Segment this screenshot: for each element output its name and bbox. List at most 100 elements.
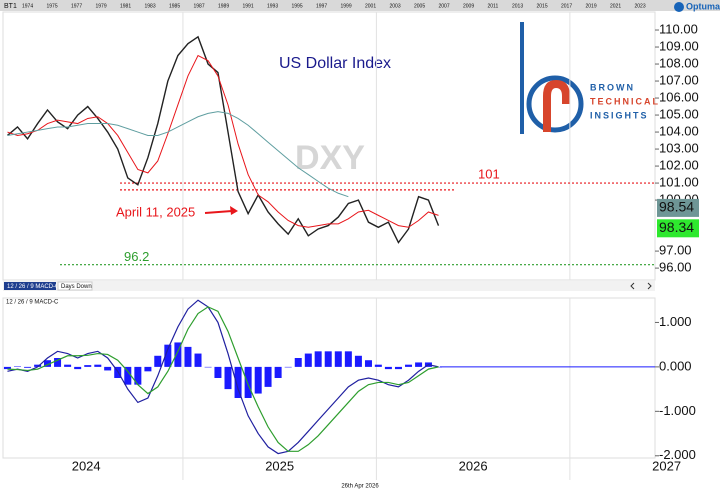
- tab-label[interactable]: Days Down: [61, 284, 92, 290]
- logo-text: TECHNICAL: [590, 96, 660, 106]
- overview-year: 2021: [610, 3, 621, 9]
- overview-year: 2017: [561, 3, 572, 9]
- macd-panel: [2, 297, 656, 459]
- histogram-bar: [264, 366, 272, 387]
- watermark: DXY: [295, 139, 365, 177]
- overview-year: 1974: [22, 3, 33, 9]
- overview-year: 2007: [439, 3, 450, 9]
- chart-title: US Dollar Index: [279, 55, 391, 72]
- overview-year: 2005: [414, 3, 425, 9]
- series-line: [7, 299, 439, 455]
- overview-year: 1977: [71, 3, 82, 9]
- overview-year: 2001: [365, 3, 376, 9]
- y-tick-label: 96.00: [659, 260, 692, 275]
- logo-mark: [543, 80, 570, 132]
- histogram-bar: [84, 365, 92, 367]
- y-tick-label: 108.00: [659, 55, 699, 70]
- histogram-bar: [324, 351, 332, 367]
- series-line: [6, 35, 440, 244]
- histogram-bar: [344, 351, 352, 367]
- y-tick-label: 104.00: [659, 123, 699, 138]
- y-tick-label: 106.00: [659, 89, 699, 104]
- price-panel: [2, 11, 656, 281]
- logo-ring: [526, 75, 584, 133]
- overview-year: 2023: [635, 3, 646, 9]
- overview-year: 1985: [169, 3, 180, 9]
- footer: 26th Apr 2026: [341, 484, 379, 490]
- histogram-bar: [3, 366, 11, 370]
- y-tick-label: 109.00: [659, 38, 699, 53]
- overview-year: 2015: [537, 3, 548, 9]
- y-tick-label: 97.00: [659, 243, 692, 258]
- histogram-bar: [364, 360, 372, 367]
- histogram-bar: [34, 364, 42, 367]
- overview-strip: [0, 0, 720, 11]
- histogram-bar: [304, 353, 312, 367]
- histogram-bar: [204, 366, 212, 368]
- scroll-right[interactable]: [647, 282, 652, 290]
- series-line: [7, 111, 349, 198]
- symbol: BT1: [4, 3, 17, 10]
- overview-year: 2013: [512, 3, 523, 9]
- series-line: [7, 54, 439, 228]
- histogram-bar: [14, 366, 22, 367]
- value-box-label: 98.34: [659, 219, 694, 235]
- overview-year: 2003: [390, 3, 401, 9]
- series-line: [7, 306, 439, 452]
- histogram-bar: [314, 351, 322, 367]
- histogram-bar: [354, 355, 362, 367]
- x-tick-label: 2027: [652, 458, 681, 473]
- histogram-bar: [234, 366, 242, 398]
- logo-text: INSIGHTS: [590, 110, 649, 120]
- histogram-bar: [154, 355, 162, 367]
- histogram-bar: [94, 364, 102, 367]
- overview-year: 1991: [243, 3, 254, 9]
- histogram-bar: [134, 366, 142, 385]
- y-tick-label: 105.00: [659, 106, 699, 121]
- histogram-bar: [124, 366, 132, 385]
- histogram-bar: [43, 360, 51, 367]
- scroll-left[interactable]: [630, 282, 635, 290]
- tab-label[interactable]: 12 / 26 / 9 MACD-C: [7, 284, 60, 290]
- tab[interactable]: [4, 282, 56, 290]
- overview-year: 1997: [316, 3, 327, 9]
- macd-label: 12 / 26 / 9 MACD-C: [6, 300, 59, 306]
- histogram-bar: [24, 366, 32, 368]
- reference-label: 101: [478, 167, 500, 182]
- overview-year: 1987: [194, 3, 205, 9]
- histogram-bar: [174, 342, 182, 367]
- histogram-bar: [184, 346, 192, 367]
- histogram-bar: [274, 366, 282, 378]
- histogram-bar: [334, 351, 342, 367]
- histogram-bar: [254, 366, 262, 394]
- overview-year: 1993: [267, 3, 278, 9]
- logo: BROWN TECHNICAL INSIGHTS: [520, 22, 660, 134]
- overview-year: 1999: [341, 3, 352, 9]
- overview-year: 1975: [47, 3, 58, 9]
- overview-year: 2009: [463, 3, 474, 9]
- y-tick-label: 0.000: [659, 358, 692, 373]
- y-tick-label: -2.000: [659, 447, 696, 462]
- value-box: [657, 219, 699, 238]
- value-box: [657, 198, 699, 217]
- x-tick-label: 2026: [459, 458, 488, 473]
- y-tick-label: 101.00: [659, 175, 699, 190]
- overview-years: 1974 1975 1977 1979 1981 1983 1985 1987 1989 1991…: [22, 3, 646, 9]
- histogram-bar: [384, 366, 392, 370]
- histogram-bar: [214, 366, 222, 378]
- overview-year: 1983: [145, 3, 156, 9]
- histogram-bar: [294, 358, 302, 367]
- overview-year: 1979: [96, 3, 107, 9]
- overview-year: 2011: [488, 3, 499, 9]
- y-tick-label: 1.000: [659, 314, 692, 329]
- tab[interactable]: [57, 281, 93, 291]
- logo-text: BROWN: [590, 82, 635, 92]
- histogram-bar: [244, 366, 252, 398]
- y-tick-label: 103.00: [659, 140, 699, 155]
- x-tick-label: 2024: [72, 458, 101, 473]
- y-tick-label: 102.00: [659, 158, 699, 173]
- y-tick-label: 107.00: [659, 72, 699, 87]
- annotation-arrowhead: [230, 206, 238, 215]
